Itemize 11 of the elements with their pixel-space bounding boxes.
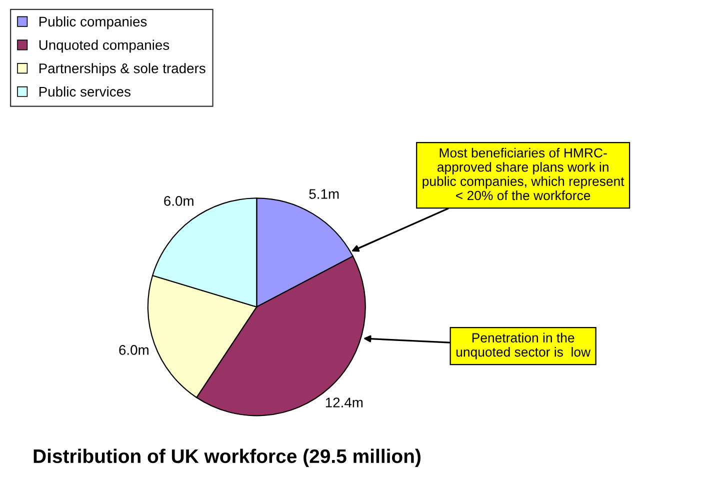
data-label: 6.0m xyxy=(164,196,194,206)
legend-label: Public services xyxy=(39,86,130,97)
data-label: 5.1m xyxy=(309,189,339,199)
legend-label: Public companies xyxy=(39,16,147,30)
text: Penetration in the unquoted sector is low xyxy=(456,332,591,360)
data-label: 12.4m xyxy=(326,398,363,408)
data-label: 6.0m xyxy=(119,345,148,355)
text: Most beneficiaries of HMRC- approved share plans work in public companies, which represent < 20% of the workforce xyxy=(422,148,624,200)
legend-label: Partnerships & sole traders xyxy=(39,63,206,76)
text: Distribution of UK workforce (29.5 million) xyxy=(34,448,420,467)
legend-label: Unquoted companies xyxy=(39,40,170,53)
